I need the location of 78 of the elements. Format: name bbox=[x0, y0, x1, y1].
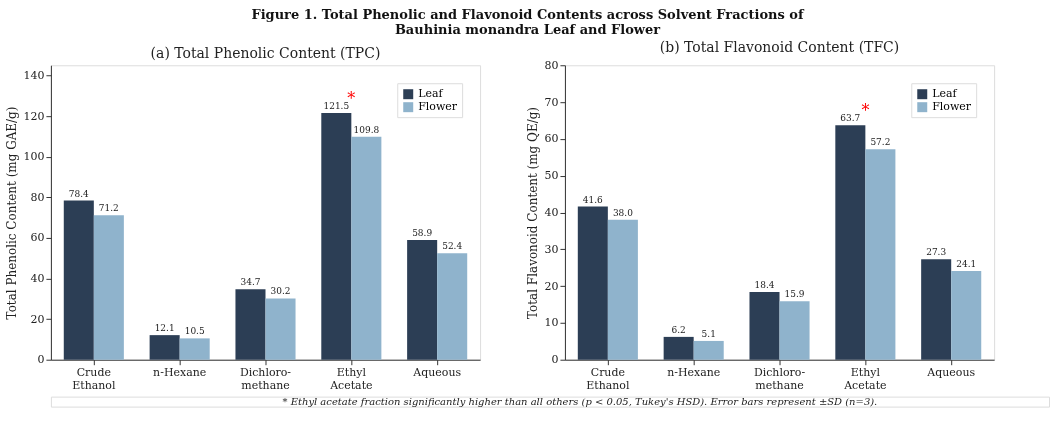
data-label: 6.2 bbox=[671, 324, 686, 335]
y-tick-label: 10 bbox=[544, 316, 559, 330]
y-tick-label: 60 bbox=[30, 231, 45, 245]
y-tick-label: 20 bbox=[30, 312, 45, 326]
x-tick-label: n-Hexane bbox=[153, 366, 207, 380]
legend-label: Flower bbox=[932, 100, 972, 114]
bar bbox=[321, 112, 352, 360]
y-tick-label: 60 bbox=[544, 132, 559, 146]
bar bbox=[693, 340, 724, 360]
bar bbox=[265, 298, 296, 360]
x-tick-label: Dichloro- methane bbox=[753, 366, 806, 393]
data-label: 63.7 bbox=[840, 113, 861, 124]
bar bbox=[779, 301, 810, 360]
data-label: 57.2 bbox=[870, 137, 891, 148]
y-tick-label: 70 bbox=[544, 95, 559, 109]
data-label: 71.2 bbox=[98, 203, 119, 214]
data-label: 24.1 bbox=[956, 259, 977, 270]
data-label: 5.1 bbox=[701, 328, 716, 339]
y-tick-label: 50 bbox=[544, 169, 559, 183]
y-tick-label: 0 bbox=[551, 353, 559, 367]
y-axis-title: Total Phenolic Content (mg GAE/g) bbox=[5, 106, 20, 320]
bar bbox=[663, 336, 694, 360]
bar bbox=[921, 259, 952, 360]
chart-title: (b) Total Flavonoid Content (TFC) bbox=[659, 39, 900, 56]
x-tick-label: Crude Ethanol bbox=[72, 366, 116, 393]
y-tick-label: 30 bbox=[544, 242, 559, 256]
bar bbox=[577, 206, 608, 360]
x-tick-label: Ethyl Acetate bbox=[843, 366, 887, 393]
bar bbox=[351, 136, 382, 360]
data-label: 78.4 bbox=[68, 188, 90, 199]
data-label: 38.0 bbox=[612, 207, 634, 218]
data-label: 15.9 bbox=[784, 289, 805, 300]
data-label: 10.5 bbox=[184, 326, 205, 337]
y-tick-label: 140 bbox=[23, 68, 45, 82]
legend-label: Leaf bbox=[418, 87, 444, 101]
y-tick-label: 80 bbox=[544, 58, 559, 72]
y-axis-title: Total Flavonoid Content (mg QE/g) bbox=[526, 107, 541, 319]
x-tick-label: Crude Ethanol bbox=[586, 366, 630, 393]
y-tick-label: 40 bbox=[544, 205, 559, 219]
data-label: 109.8 bbox=[353, 124, 380, 135]
y-tick-label: 120 bbox=[23, 109, 45, 123]
caption: Figure 1. Total Phenolic and Flavonoid Contents across Solvent Fractions of Bauhinia monandra Leaf and Flower bbox=[251, 6, 805, 37]
bar bbox=[63, 200, 94, 360]
bar bbox=[235, 289, 266, 360]
bar bbox=[93, 215, 124, 360]
y-tick-label: 0 bbox=[37, 353, 45, 367]
data-label: 30.2 bbox=[270, 286, 291, 297]
data-label: 34.7 bbox=[240, 277, 261, 288]
text: * Ethyl acetate fraction significantly higher than all others (p < 0.05, Tukey's HSD). Error bars represent ±SD (n=3). bbox=[282, 395, 878, 407]
data-label: 18.4 bbox=[754, 279, 775, 290]
x-tick-label: Aqueous bbox=[412, 366, 462, 380]
y-tick-label: 40 bbox=[30, 271, 45, 285]
chart-title: (a) Total Phenolic Content (TPC) bbox=[150, 45, 381, 62]
y-tick-label: 80 bbox=[30, 190, 45, 204]
y-tick-label: 100 bbox=[23, 150, 45, 164]
data-label: 58.9 bbox=[412, 228, 433, 239]
x-tick-label: n-Hexane bbox=[667, 366, 721, 380]
bar bbox=[179, 338, 210, 360]
data-label: 52.4 bbox=[442, 241, 463, 252]
data-label: 12.1 bbox=[154, 323, 175, 334]
bar bbox=[835, 125, 866, 360]
bar bbox=[407, 240, 438, 360]
data-label: 27.3 bbox=[926, 247, 947, 258]
bar bbox=[749, 291, 780, 360]
x-tick-label: Ethyl Acetate bbox=[329, 366, 373, 393]
bar bbox=[437, 253, 468, 360]
legend-label: Flower bbox=[418, 100, 458, 114]
bar bbox=[607, 219, 638, 360]
bar bbox=[149, 335, 180, 360]
y-tick-label: 20 bbox=[544, 279, 559, 293]
data-label: 41.6 bbox=[582, 194, 604, 205]
bar bbox=[951, 271, 982, 360]
legend-label: Leaf bbox=[932, 87, 958, 101]
bar bbox=[865, 149, 896, 360]
x-tick-label: Aqueous bbox=[926, 366, 976, 380]
x-tick-label: Dichloro- methane bbox=[239, 366, 292, 393]
annotation: * bbox=[861, 101, 870, 121]
data-label: 121.5 bbox=[323, 100, 350, 111]
